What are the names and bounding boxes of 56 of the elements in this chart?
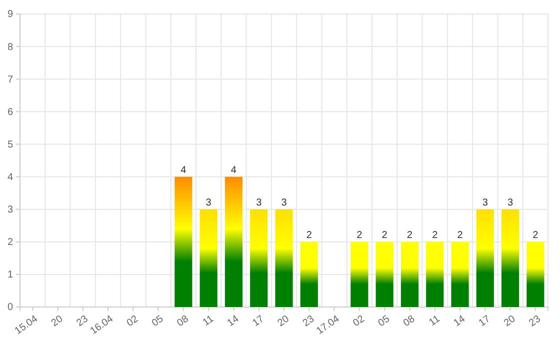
x-tick-label: 11 — [427, 313, 442, 329]
bar — [350, 242, 368, 307]
x-tick-label: 17 — [477, 313, 493, 330]
x-tick-label: 14 — [226, 313, 242, 330]
bar — [526, 242, 544, 307]
x-tick-label: 23 — [301, 313, 317, 330]
y-tick-label: 8 — [7, 42, 14, 53]
data-label: 2 — [382, 230, 388, 241]
x-tick-label: 20 — [502, 313, 518, 330]
bar — [451, 242, 469, 307]
y-tick-label: 7 — [7, 74, 14, 86]
bar — [376, 242, 394, 307]
data-label: 3 — [508, 197, 514, 208]
bar — [476, 209, 494, 307]
data-label: 2 — [306, 230, 312, 241]
x-tick-label: 20 — [276, 313, 292, 330]
x-tick-label: 20 — [50, 313, 66, 330]
data-label: 4 — [230, 164, 237, 176]
data-label: 2 — [432, 230, 438, 241]
x-tick-label: 02 — [351, 313, 368, 330]
data-label: 2 — [356, 230, 363, 241]
x-tick-label: 08 — [175, 313, 192, 330]
data-label: 3 — [482, 197, 488, 208]
y-tick-label: 2 — [7, 237, 14, 248]
bar — [224, 176, 243, 307]
data-label: 2 — [406, 230, 413, 241]
y-tick-label: 5 — [7, 139, 14, 150]
bar — [200, 209, 218, 307]
bar — [300, 242, 318, 307]
x-tick-label: 05 — [150, 313, 166, 330]
x-tick-label: 11 — [201, 313, 216, 329]
data-label: 4 — [180, 164, 187, 176]
y-tick-label: 0 — [7, 302, 14, 314]
x-tick-label: 02 — [125, 313, 141, 330]
x-tick-label: 05 — [376, 313, 392, 330]
bar — [250, 209, 268, 307]
bar — [501, 209, 520, 307]
x-tick-label: 08 — [402, 313, 418, 330]
x-tick-label: 17 — [250, 313, 267, 330]
x-tick-label: 14 — [452, 313, 468, 330]
y-tick-label: 6 — [7, 106, 14, 118]
bar — [174, 176, 192, 307]
y-tick-label: 9 — [7, 9, 14, 20]
y-tick-label: 1 — [7, 270, 14, 281]
data-label: 3 — [206, 197, 212, 208]
data-label: 3 — [256, 197, 262, 208]
bar — [275, 209, 293, 307]
y-tick-label: 4 — [7, 172, 14, 183]
x-tick-label: 23 — [527, 313, 544, 330]
bar — [400, 242, 419, 307]
data-label: 3 — [281, 197, 288, 208]
bar — [426, 242, 444, 307]
x-tick-label: 23 — [74, 313, 91, 330]
data-label: 2 — [532, 230, 539, 241]
y-tick-label: 3 — [7, 204, 14, 216]
data-label: 2 — [457, 230, 464, 241]
